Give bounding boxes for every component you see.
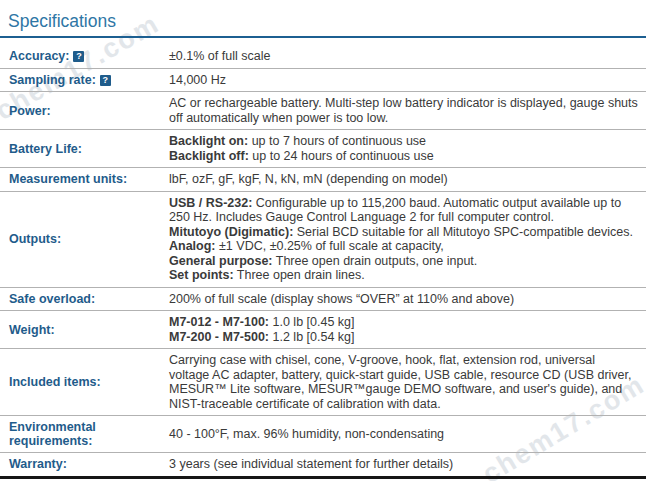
spec-value-segment: Carrying case with chisel, cone, V-groov… — [169, 353, 631, 411]
spec-value-line: Mitutoyo (Digimatic): Serial BCD suitabl… — [169, 225, 638, 240]
spec-label: Sampling rate:? — [0, 73, 169, 87]
specifications-page: chem17.com chem17.com Specifications Acc… — [0, 0, 646, 481]
spec-value: Backlight on: up to 7 hours of continuou… — [169, 134, 646, 163]
spec-value-bold-segment: General purpose: — [169, 254, 273, 268]
page-title: Specifications — [8, 11, 646, 32]
spec-label-text: Sampling rate: — [9, 73, 96, 87]
title-rule — [0, 36, 646, 38]
spec-value-bold-segment: USB / RS-232: — [169, 196, 252, 210]
help-icon[interactable]: ? — [100, 75, 111, 86]
spec-label: Battery Life: — [0, 142, 169, 156]
spec-row: Included items: Carrying case with chisel… — [0, 349, 646, 416]
spec-value-line: Analog: ±1 VDC, ±0.25% of full scale at … — [169, 239, 638, 254]
spec-value-line: ±0.1% of full scale — [169, 49, 638, 64]
spec-row: Warranty: 3 years (see individual stateme… — [0, 453, 646, 479]
spec-value-segment: Three open drain lines. — [234, 268, 365, 282]
spec-label-text: Safe overload: — [9, 292, 95, 306]
spec-row: Sampling rate:?14,000 Hz — [0, 69, 646, 93]
spec-value: AC or rechargeable battery. Multi-step l… — [169, 96, 646, 125]
spec-value: Carrying case with chisel, cone, V-groov… — [169, 353, 646, 411]
spec-value-line: 200% of full scale (display shows “OVER”… — [169, 292, 638, 307]
spec-label-text: Accuracy: — [9, 49, 69, 63]
spec-value: ±0.1% of full scale — [169, 49, 646, 64]
spec-value-segment: 1.0 lb [0.45 kg] — [269, 315, 354, 329]
spec-value-line: 3 years (see individual statement for fu… — [169, 457, 638, 472]
spec-label-text: Weight: — [9, 323, 55, 337]
spec-value-bold-segment: Backlight off: — [169, 149, 249, 163]
spec-row: Accuracy:?±0.1% of full scale — [0, 45, 646, 69]
spec-label: Environmental requirements: — [0, 420, 169, 448]
spec-value-line: M7-012 - M7-100: 1.0 lb [0.45 kg] — [169, 315, 638, 330]
spec-row: Outputs: USB / RS-232: Configurable up to… — [0, 192, 646, 288]
spec-row: Safe overload: 200% of full scale (displa… — [0, 288, 646, 312]
spec-value-line: General purpose: Three open drain output… — [169, 254, 638, 269]
spec-value-segment: up to 7 hours of continuous use — [248, 134, 426, 148]
spec-label-text: Included items: — [9, 375, 101, 389]
spec-row: Environmental requirements: 40 - 100°F, m… — [0, 416, 646, 453]
spec-label: Safe overload: — [0, 292, 169, 306]
spec-value: 200% of full scale (display shows “OVER”… — [169, 292, 646, 307]
spec-value-line: Carrying case with chisel, cone, V-groov… — [169, 353, 638, 411]
spec-value-segment: Serial BCD suitable for all Mitutoyo SPC… — [293, 225, 633, 239]
spec-row: Battery Life: Backlight on: up to 7 hours… — [0, 130, 646, 168]
spec-table: Accuracy:?±0.1% of full scaleSampling ra… — [0, 45, 646, 479]
spec-value-segment: AC or rechargeable battery. Multi-step l… — [169, 96, 638, 125]
spec-value: 3 years (see individual statement for fu… — [169, 457, 646, 472]
spec-label-text: Environmental requirements: — [9, 420, 96, 448]
spec-value-segment: up to 24 hours of continuous use — [249, 149, 434, 163]
spec-value-line: M7-200 - M7-500: 1.2 lb [0.54 kg] — [169, 330, 638, 345]
spec-value-line: Set points: Three open drain lines. — [169, 268, 638, 283]
help-icon[interactable]: ? — [73, 51, 84, 62]
spec-value-line: USB / RS-232: Configurable up to 115,200… — [169, 196, 638, 225]
spec-row: Power: AC or rechargeable battery. Multi-… — [0, 92, 646, 130]
spec-value-segment: ±0.1% of full scale — [169, 49, 270, 63]
spec-row: Weight: M7-012 - M7-100: 1.0 lb [0.45 kg]… — [0, 311, 646, 349]
spec-label: Warranty: — [0, 457, 169, 471]
spec-value-segment: ±1 VDC, ±0.25% of full scale at capacity… — [216, 239, 444, 253]
spec-value-line: lbF, ozF, gF, kgF, N, kN, mN (depending … — [169, 172, 638, 187]
spec-value: lbF, ozF, gF, kgF, N, kN, mN (depending … — [169, 172, 646, 187]
spec-value-line: AC or rechargeable battery. Multi-step l… — [169, 96, 638, 125]
spec-value: USB / RS-232: Configurable up to 115,200… — [169, 196, 646, 283]
spec-label-text: Outputs: — [9, 232, 61, 246]
spec-value-bold-segment: Backlight on: — [169, 134, 248, 148]
spec-value-segment: 14,000 Hz — [169, 73, 226, 87]
spec-label: Outputs: — [0, 232, 169, 246]
spec-label: Power: — [0, 104, 169, 118]
spec-value-line: Backlight on: up to 7 hours of continuou… — [169, 134, 638, 149]
spec-value-bold-segment: Analog: — [169, 239, 216, 253]
spec-value-bold-segment: Set points: — [169, 268, 234, 282]
spec-value-segment: 3 years (see individual statement for fu… — [169, 457, 453, 471]
spec-row: Measurement units: lbF, ozF, gF, kgF, N, … — [0, 168, 646, 192]
spec-value-bold-segment: M7-200 - M7-500: — [169, 330, 269, 344]
spec-label-text: Power: — [9, 104, 51, 118]
spec-label-text: Measurement units: — [9, 172, 127, 186]
spec-value-bold-segment: M7-012 - M7-100: — [169, 315, 269, 329]
spec-value-segment: 200% of full scale (display shows “OVER”… — [169, 292, 514, 306]
spec-value-line: 14,000 Hz — [169, 73, 638, 88]
spec-label: Measurement units: — [0, 172, 169, 186]
spec-label-text: Warranty: — [9, 457, 67, 471]
spec-value-line: 40 - 100°F, max. 96% humidity, non-conde… — [169, 427, 638, 442]
spec-value-segment: Three open drain outputs, one input. — [273, 254, 478, 268]
spec-label: Weight: — [0, 323, 169, 337]
spec-value: M7-012 - M7-100: 1.0 lb [0.45 kg]M7-200 … — [169, 315, 646, 344]
spec-value: 14,000 Hz — [169, 73, 646, 88]
spec-label: Included items: — [0, 375, 169, 389]
spec-value-segment: 1.2 lb [0.54 kg] — [269, 330, 354, 344]
spec-value-segment: 40 - 100°F, max. 96% humidity, non-conde… — [169, 427, 444, 441]
spec-value-line: Backlight off: up to 24 hours of continu… — [169, 149, 638, 164]
spec-value-bold-segment: Mitutoyo (Digimatic): — [169, 225, 293, 239]
spec-label: Accuracy:? — [0, 49, 169, 63]
spec-value: 40 - 100°F, max. 96% humidity, non-conde… — [169, 427, 646, 442]
spec-value-segment: lbF, ozF, gF, kgF, N, kN, mN (depending … — [169, 172, 448, 186]
spec-label-text: Battery Life: — [9, 142, 82, 156]
